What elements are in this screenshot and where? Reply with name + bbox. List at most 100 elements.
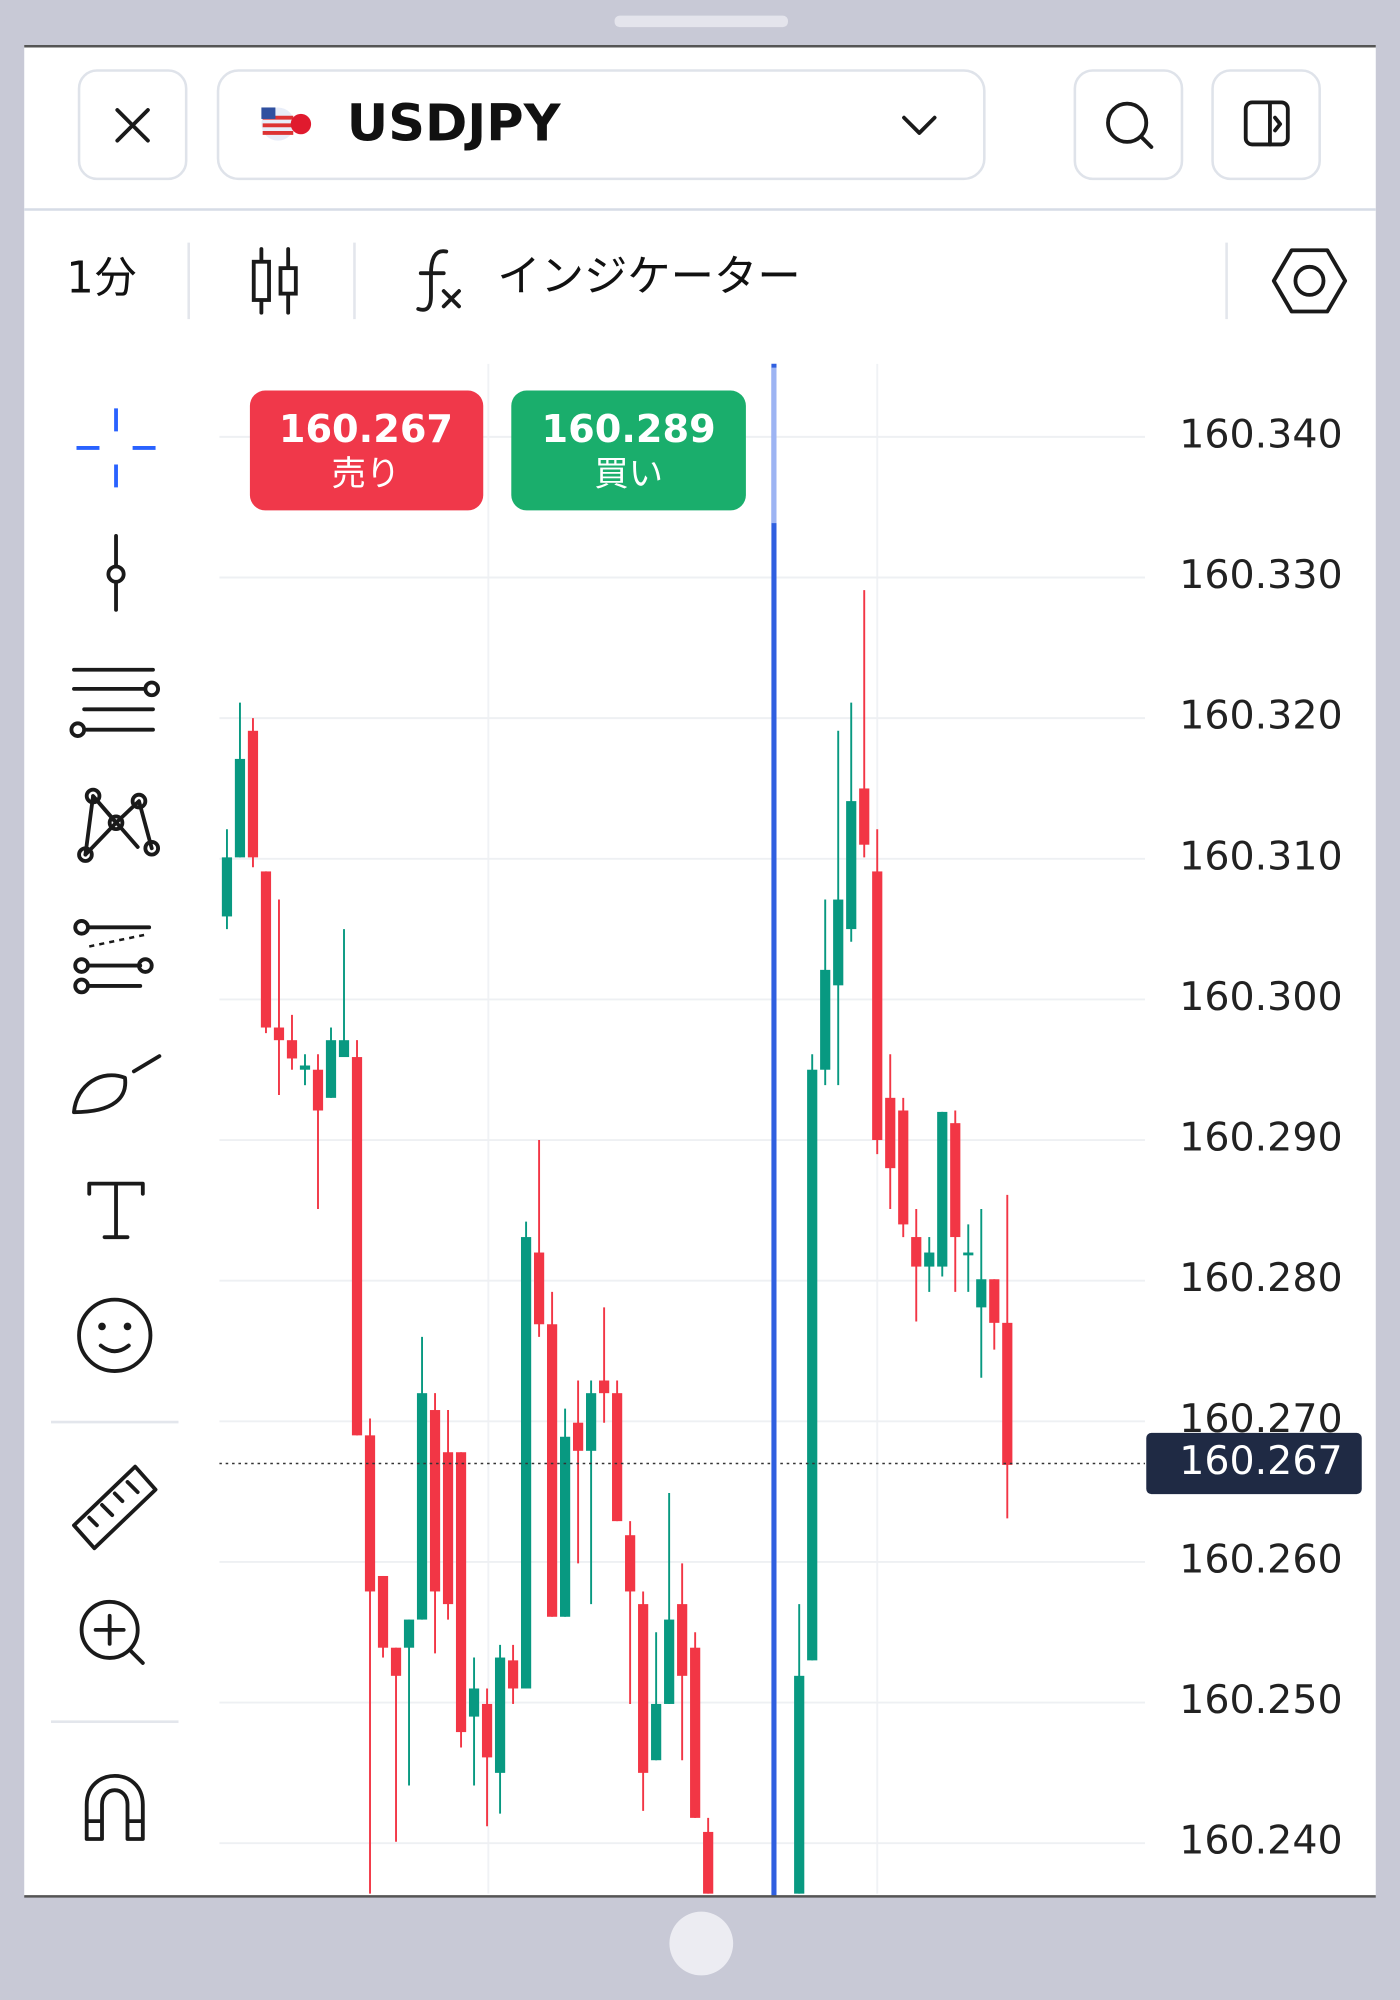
candle-body: [468, 1688, 480, 1717]
overlay: 160.267 売り 160.289 買い: [249, 363, 777, 1897]
buy-price: 160.289: [541, 407, 715, 452]
emoji-tool[interactable]: [77, 1297, 153, 1373]
candle-body: [703, 1831, 714, 1894]
horizontal-lines-tool[interactable]: [69, 667, 161, 738]
candle-body: [273, 1027, 285, 1041]
candle-body: [429, 1410, 441, 1592]
notch: [614, 15, 788, 28]
close-button[interactable]: [77, 69, 188, 181]
candle-body: [586, 1393, 597, 1451]
y-tick-label: 160.290: [1179, 1115, 1342, 1161]
candle-body: [898, 1110, 909, 1225]
candle-body: [872, 871, 883, 1141]
sell-button[interactable]: 160.267 売り: [249, 390, 484, 511]
last-price-tag: [1146, 1432, 1362, 1495]
symbol-name: USDJPY: [347, 95, 562, 154]
sell-price: 160.267: [279, 407, 453, 452]
panel-button[interactable]: [1211, 69, 1321, 181]
candle-body: [234, 758, 246, 858]
candle-body: [573, 1422, 584, 1451]
indicators-label: インジケーター: [497, 252, 800, 302]
candle-body: [325, 1040, 337, 1098]
candle-body: [638, 1604, 649, 1773]
candle-body: [416, 1393, 428, 1620]
candle-body: [963, 1252, 974, 1256]
candle-body: [625, 1535, 636, 1592]
candle-body: [286, 1040, 298, 1059]
candle-body: [299, 1065, 311, 1070]
chart-type-button[interactable]: [251, 247, 298, 315]
candle-body: [976, 1279, 987, 1308]
candle-body: [677, 1604, 688, 1676]
buy-label: 買い: [594, 454, 663, 494]
candle-body: [833, 899, 844, 986]
candle-body: [260, 871, 272, 1028]
interval[interactable]: 1分: [66, 253, 137, 303]
candle-body: [807, 1069, 818, 1661]
fib-tool[interactable]: [73, 919, 154, 995]
candle-body: [351, 1057, 363, 1436]
y-tick-label: 160.340: [1179, 411, 1342, 457]
candle-body: [546, 1324, 558, 1617]
candle-body: [533, 1252, 545, 1325]
y-tick-label: 160.260: [1179, 1536, 1342, 1582]
candle-body: [612, 1393, 623, 1522]
y-tick-label: 160.310: [1179, 833, 1342, 879]
candle-body: [312, 1069, 324, 1111]
candle-body: [989, 1279, 1000, 1323]
candle-body: [494, 1657, 506, 1773]
candle-body: [651, 1703, 662, 1761]
price-axis: 160.240160.250160.260160.270160.280160.2…: [1146, 411, 1362, 1864]
ruler-tool[interactable]: [72, 1464, 158, 1551]
candle-body: [820, 969, 831, 1070]
symbol-selector[interactable]: USDJPY: [216, 69, 986, 181]
settings-button[interactable]: [1271, 248, 1348, 314]
candle-body: [455, 1452, 467, 1733]
crosshair-tool[interactable]: [76, 408, 156, 488]
drawing-toolbar: [51, 408, 179, 1841]
candle-body: [377, 1575, 389, 1648]
brush-tool[interactable]: [72, 1054, 162, 1115]
y-tick-label: 160.280: [1179, 1255, 1342, 1301]
candle-body: [221, 857, 233, 917]
candle-body: [507, 1660, 519, 1689]
candle-body: [560, 1436, 571, 1617]
indicators-button[interactable]: インジケーター: [416, 249, 801, 312]
candle-body: [911, 1237, 922, 1267]
y-tick-label: 160.320: [1179, 693, 1342, 739]
pattern-tool[interactable]: [77, 787, 161, 863]
sell-label: 売り: [332, 454, 401, 494]
y-tick-label: 160.240: [1179, 1818, 1342, 1864]
candle-body: [390, 1647, 402, 1676]
candle-body: [859, 788, 870, 845]
screen: [24, 44, 1376, 1897]
vertical-line-tool[interactable]: [106, 533, 126, 612]
candle-body: [599, 1380, 610, 1394]
candle-body: [690, 1647, 701, 1818]
candle-body: [846, 801, 857, 930]
text-tool[interactable]: [87, 1181, 145, 1240]
candle-body: [885, 1097, 896, 1169]
candle-body: [364, 1435, 376, 1592]
candle-body: [664, 1619, 675, 1704]
plot-area: [219, 363, 1145, 1894]
magnet-tool[interactable]: [84, 1773, 145, 1841]
candle-body: [1002, 1322, 1013, 1465]
candle-body: [442, 1452, 454, 1605]
y-tick-label: 160.330: [1179, 552, 1342, 598]
buy-button[interactable]: 160.289 買い: [511, 390, 746, 511]
home-button[interactable]: [669, 1911, 734, 1976]
candle-body: [247, 730, 259, 858]
candle-body: [794, 1675, 805, 1894]
zoom-tool[interactable]: [79, 1599, 145, 1665]
candle-body: [481, 1703, 493, 1758]
y-tick-label: 160.250: [1179, 1677, 1342, 1723]
search-button[interactable]: [1073, 69, 1184, 181]
candle-body: [338, 1040, 350, 1058]
candle-body: [403, 1619, 415, 1648]
candle-body: [924, 1252, 935, 1267]
last-price-label: 160.267: [1179, 1438, 1342, 1484]
candle-body: [937, 1111, 948, 1267]
y-tick-label: 160.300: [1179, 974, 1342, 1020]
